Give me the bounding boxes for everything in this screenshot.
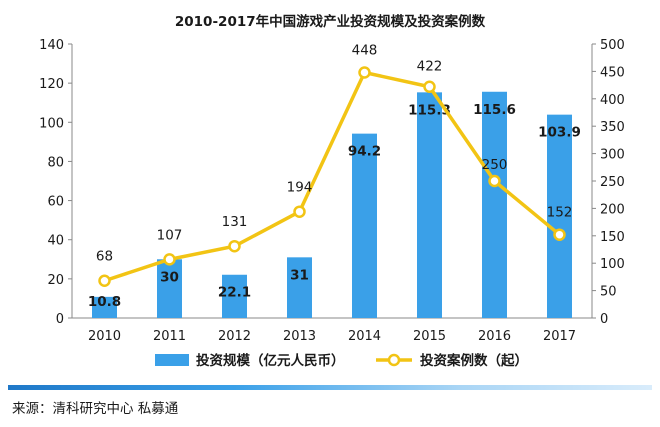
- x-tick-label: 2013: [283, 329, 316, 344]
- y-left-tick-label: 40: [47, 234, 64, 249]
- y-right-tick-label: 0: [600, 312, 608, 327]
- line-point: [293, 205, 306, 218]
- y-left-tick-label: 20: [47, 273, 64, 288]
- bar-data-label: 94.2: [348, 144, 381, 160]
- bar-data-label: 103.9: [538, 125, 581, 141]
- bar: [417, 92, 442, 318]
- line-data-label: 194: [287, 180, 313, 196]
- y-right-tick-label: 500: [600, 38, 625, 53]
- x-tick-label: 2016: [478, 329, 511, 344]
- bar: [547, 114, 572, 318]
- x-tick-label: 2015: [413, 329, 446, 344]
- y-left-tick-label: 120: [39, 77, 64, 92]
- source-divider: [8, 385, 652, 390]
- line-data-label: 250: [482, 157, 508, 173]
- bar-series: 10.8 30 22.1 31 94.2 115.3 115.6 103.9: [88, 91, 581, 318]
- line-point: [358, 66, 371, 79]
- bar: [92, 296, 117, 318]
- chart-title: 2010-2017年中国游戏产业投资规模及投资案例数: [175, 13, 486, 30]
- line-point: [488, 174, 501, 188]
- x-tick-label: 2017: [543, 329, 576, 344]
- series-line: [103, 70, 561, 283]
- y-left-tick-labels: 0 20 40 60 80 100 120 140: [39, 38, 72, 327]
- y-left-tick-label: 60: [47, 195, 64, 210]
- y-right-tick-label: 300: [600, 148, 625, 163]
- y-left-tick-label: 0: [56, 312, 64, 327]
- y-left-tick-label: 140: [39, 38, 64, 53]
- x-tick-label: 2011: [153, 329, 186, 344]
- y-right-tick-label: 200: [600, 202, 625, 217]
- bar: [222, 274, 247, 318]
- y-right-tick-label: 350: [600, 120, 625, 135]
- bar-data-label: 10.8: [88, 294, 121, 310]
- chart-canvas: 2010-2017年中国游戏产业投资规模及投资案例数 0 20 40 60 80 100 1…: [39, 13, 625, 369]
- y-left-tick-label: 80: [47, 155, 64, 170]
- line-data-label: 68: [96, 249, 113, 265]
- y-right-tick-labels: 0 50 100 150 200 250 300 350 400 450 500: [592, 38, 625, 327]
- line-data-label: 152: [547, 205, 573, 221]
- y-right-tick-label: 100: [600, 257, 625, 272]
- bar: [482, 91, 507, 318]
- y-right-tick-label: 250: [600, 175, 625, 190]
- line-data-label: 422: [417, 59, 443, 75]
- bar-data-label: 115.6: [473, 102, 516, 118]
- bar-data-label: 22.1: [218, 285, 251, 301]
- y-left-tick-label: 100: [39, 116, 64, 131]
- bar: [157, 259, 182, 318]
- line-point: [98, 274, 111, 287]
- legend-label-line: 投资案例数（起）: [420, 352, 528, 369]
- line-data-label: 448: [352, 42, 378, 58]
- y-right-tick-label: 150: [600, 230, 625, 245]
- x-tick-label: 2012: [218, 329, 251, 344]
- y-right-tick-label: 400: [600, 93, 625, 108]
- line-point: [228, 239, 241, 253]
- bar-data-label: 115.3: [408, 102, 451, 118]
- source-note: 来源：清科研究中心 私募通: [12, 401, 179, 417]
- line-data-label: 107: [157, 227, 183, 243]
- x-tick-labels: 2010 2011 2012 2013 2014 2015 2016 2017: [88, 329, 576, 344]
- legend: 投资规模（亿元人民币） 投资案例数（起）: [155, 352, 528, 369]
- y-right-tick-label: 50: [600, 285, 617, 300]
- line-data-label: 131: [222, 214, 248, 230]
- x-tick-label: 2010: [88, 329, 121, 344]
- line-point: [423, 80, 436, 93]
- line-point: [163, 253, 176, 266]
- legend-swatch-bar: [155, 354, 189, 366]
- legend-label-bar: 投资规模（亿元人民币）: [196, 352, 345, 369]
- bar: [352, 133, 377, 318]
- bar: [287, 257, 312, 318]
- legend-marker-line: [387, 353, 401, 367]
- line-point: [553, 228, 566, 241]
- line-series: 68 107 131 194 448 422 250 152: [96, 42, 573, 287]
- x-tick-label: 2014: [348, 329, 381, 344]
- bar-data-label: 30: [160, 269, 179, 285]
- y-right-tick-label: 450: [600, 65, 625, 80]
- bar-data-label: 31: [290, 267, 309, 283]
